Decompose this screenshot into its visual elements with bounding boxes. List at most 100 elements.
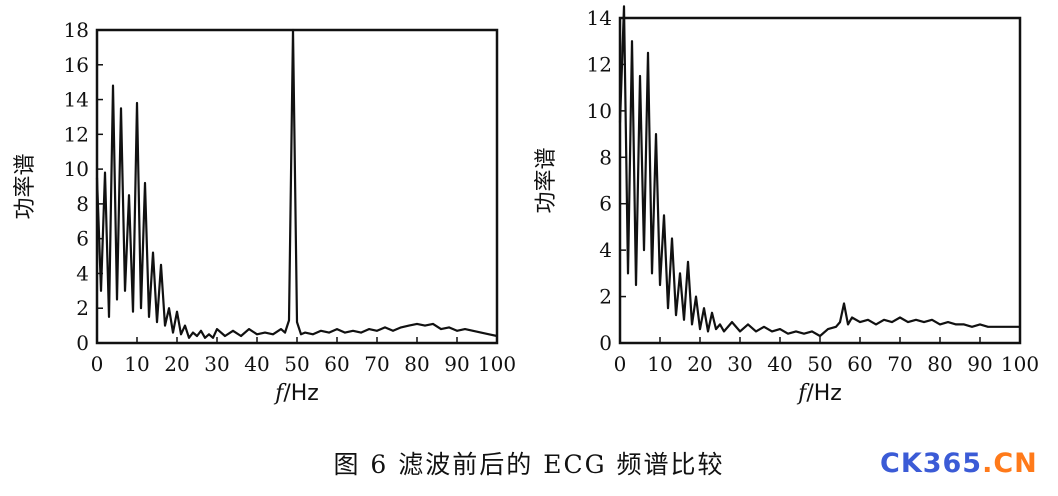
left-spectrum-point [184, 324, 186, 327]
left-spectrum-point [264, 331, 266, 334]
right-spectrum-point [695, 295, 697, 298]
right-spectrum-point [847, 323, 849, 326]
right-y-tick-label: 8 [599, 145, 612, 169]
right-x-tick-label: 100 [1001, 352, 1039, 376]
right-spectrum-point [707, 330, 709, 333]
right-spectrum-point [683, 318, 685, 321]
right-spectrum-point [803, 332, 805, 335]
left-spectrum-point [284, 331, 286, 334]
left-spectrum-point [232, 330, 234, 332]
figure-caption: 图 6 滤波前后的 ECG 频谱比较 [333, 450, 725, 479]
right-y-tick-label: 0 [599, 331, 612, 355]
left-spectrum-point [188, 336, 190, 339]
right-spectrum-point [691, 323, 693, 326]
right-spectrum-point [703, 307, 705, 309]
left-spectrum-point [140, 307, 142, 310]
right-spectrum-point [619, 121, 621, 124]
left-spectrum-point [172, 331, 174, 334]
right-spectrum-point [719, 323, 721, 326]
left-spectrum-point [104, 171, 106, 174]
left-x-tick-label: 60 [324, 352, 349, 376]
right-spectrum-point [715, 328, 717, 330]
left-spectrum-point [116, 298, 118, 301]
left-spectrum-point [168, 307, 170, 310]
right-y-tick-label: 4 [599, 238, 612, 262]
right-spectrum-point [1011, 325, 1013, 328]
left-spectrum-point [204, 336, 206, 339]
right-x-axis-label-unit: /Hz [806, 381, 842, 406]
left-x-tick-label: 0 [91, 352, 104, 376]
left-spectrum-point [392, 330, 394, 332]
right-spectrum-point [839, 321, 841, 323]
left-spectrum-point [240, 335, 242, 337]
left-spectrum-point [400, 326, 402, 329]
left-spectrum-point [112, 84, 114, 87]
right-spectrum-point [811, 330, 813, 333]
right-plot-frame [618, 16, 1022, 345]
right-y-tick-label: 6 [599, 192, 612, 216]
left-spectrum-point [224, 335, 226, 337]
left-spectrum-point [108, 316, 110, 318]
right-spectrum-point [771, 330, 773, 333]
right-spectrum-point [995, 325, 997, 328]
left-x-tick-label: 70 [364, 352, 389, 376]
left-spectrum-point [152, 251, 154, 254]
left-spectrum-point [100, 290, 102, 292]
left-spectrum-point [192, 331, 194, 334]
right-spectrum-point [1003, 325, 1005, 328]
left-spectrum-point [480, 331, 482, 334]
right-spectrum-point [979, 323, 981, 326]
right-spectrum-point [699, 328, 701, 330]
right-spectrum-point [971, 325, 973, 328]
left-spectrum-point [180, 333, 182, 336]
right-spectrum-point [755, 330, 757, 333]
left-spectrum-point [272, 333, 274, 336]
right-x-tick-label: 60 [847, 352, 872, 376]
left-y-tick-label: 14 [64, 88, 89, 112]
right-spectrum-point [947, 321, 949, 323]
right-spectrum-point [939, 323, 941, 326]
right-spectrum-point [675, 314, 677, 316]
right-spectrum-point [779, 328, 781, 330]
right-spectrum-point [787, 332, 789, 335]
left-spectrum-point [124, 290, 126, 292]
right-spectrum-point [931, 318, 933, 321]
left-spectrum-point [256, 333, 258, 336]
left-spectrum-point [360, 331, 362, 334]
right-spectrum-point [907, 321, 909, 323]
left-spectrum-point [440, 328, 442, 330]
left-y-tick-label: 6 [76, 227, 89, 251]
right-spectrum-point [687, 260, 689, 263]
left-y-tick-label: 12 [64, 122, 89, 146]
right-x-tick-label: 20 [687, 352, 712, 376]
right-spectrum-point [859, 321, 861, 323]
left-spectrum-point [288, 319, 290, 322]
right-x-tick-label: 70 [887, 352, 912, 376]
left-x-axis-label-unit: /Hz [283, 381, 319, 406]
left-x-tick-label: 50 [284, 352, 309, 376]
right-spectrum-point [875, 323, 877, 326]
left-spectrum-point [164, 324, 166, 327]
right-spectrum-point [987, 325, 989, 328]
right-spectrum-point [647, 52, 649, 54]
left-spectrum-point [464, 328, 466, 330]
left-spectrum-point [248, 328, 250, 330]
right-spectrum-point [899, 316, 901, 319]
left-spectrum-point [312, 333, 314, 336]
right-spectrum-point [623, 5, 625, 8]
left-spectrum-point [136, 102, 138, 104]
left-spectrum-point [496, 335, 498, 337]
left-y-tick-label: 0 [76, 331, 89, 355]
left-y-tick-label: 4 [76, 261, 89, 285]
right-spectrum-point [643, 249, 645, 251]
right-x-tick-label: 90 [967, 352, 992, 376]
right-spectrum-point [763, 325, 765, 328]
right-spectrum-point [731, 321, 733, 323]
left-spectrum-point [336, 328, 338, 330]
right-spectrum-point [671, 237, 673, 240]
left-spectrum-point [488, 333, 490, 336]
left-spectrum-point [120, 107, 122, 110]
left-spectrum-point [456, 330, 458, 332]
left-y-tick-label: 8 [76, 192, 89, 216]
